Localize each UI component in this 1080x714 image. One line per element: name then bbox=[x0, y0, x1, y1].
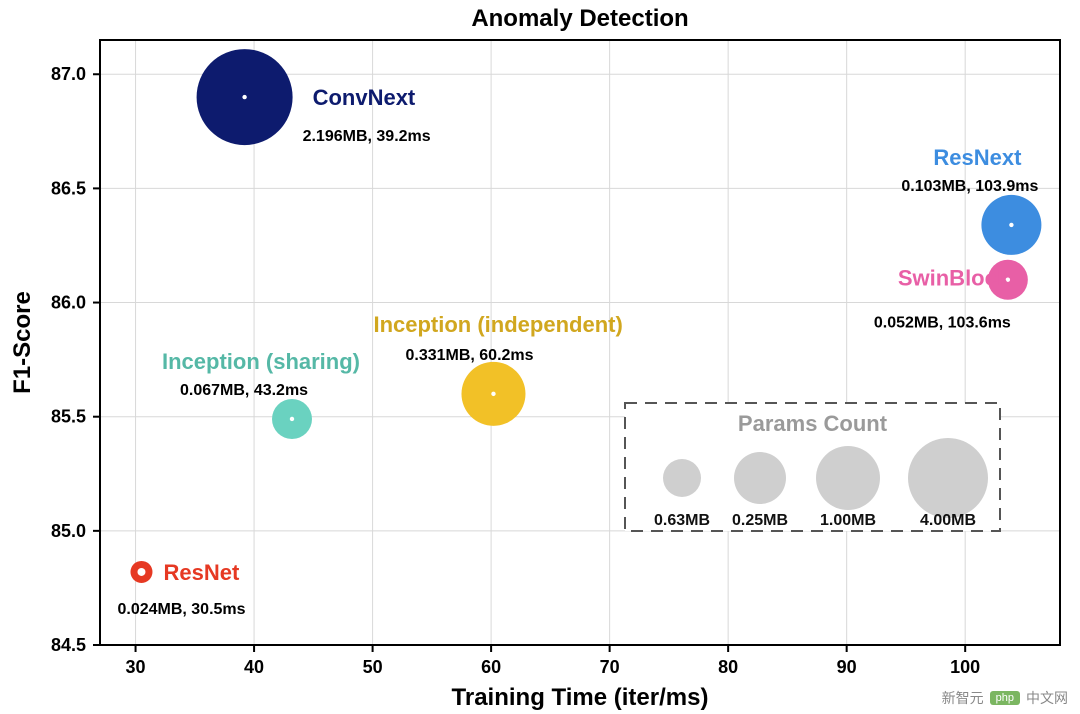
svg-text:100: 100 bbox=[950, 657, 980, 677]
svg-text:0.25MB: 0.25MB bbox=[732, 512, 788, 529]
point-swinblock: SwinBlock 0.052MB, 103.6ms bbox=[874, 260, 1028, 332]
svg-text:0.63MB: 0.63MB bbox=[654, 512, 710, 529]
svg-text:ResNet: ResNet bbox=[163, 560, 239, 585]
svg-text:Params Count: Params Count bbox=[738, 411, 888, 436]
svg-text:87.0: 87.0 bbox=[51, 64, 86, 84]
svg-text:0.067MB, 43.2ms: 0.067MB, 43.2ms bbox=[180, 382, 308, 399]
svg-text:30: 30 bbox=[126, 657, 146, 677]
svg-text:60: 60 bbox=[481, 657, 501, 677]
anomaly-detection-chart: 30 40 50 60 70 80 90 100 84.5 85.0 85.5 86.0 86.5 87.… bbox=[0, 0, 1080, 714]
svg-text:1.00MB: 1.00MB bbox=[820, 512, 876, 529]
svg-text:86.5: 86.5 bbox=[51, 178, 86, 198]
svg-text:0.331MB, 60.2ms: 0.331MB, 60.2ms bbox=[405, 347, 533, 364]
watermark-logo-text: 新智元 bbox=[942, 688, 984, 708]
svg-text:85.5: 85.5 bbox=[51, 407, 86, 427]
svg-text:70: 70 bbox=[600, 657, 620, 677]
point-convnext: ConvNext 2.196MB, 39.2ms bbox=[197, 49, 431, 145]
svg-text:2.196MB, 39.2ms: 2.196MB, 39.2ms bbox=[303, 128, 431, 145]
point-resnext: ResNext 0.103MB, 103.9ms bbox=[901, 145, 1041, 255]
point-inception-independent-: Inception (independent) 0.331MB, 60.2ms bbox=[373, 312, 622, 426]
point-inception-sharing-: Inception (sharing) 0.067MB, 43.2ms bbox=[162, 349, 360, 439]
point-resnet: ResNet 0.024MB, 30.5ms bbox=[117, 560, 245, 618]
svg-text:4.00MB: 4.00MB bbox=[920, 512, 976, 529]
watermark-site-text: 中文网 bbox=[1026, 688, 1068, 708]
svg-text:Anomaly Detection: Anomaly Detection bbox=[471, 5, 688, 32]
svg-text:ResNext: ResNext bbox=[933, 145, 1022, 170]
svg-text:86.0: 86.0 bbox=[51, 293, 86, 313]
chart-svg: 30 40 50 60 70 80 90 100 84.5 85.0 85.5 86.0 86.5 87.… bbox=[0, 0, 1080, 714]
svg-text:Inception (sharing): Inception (sharing) bbox=[162, 349, 360, 374]
svg-text:85.0: 85.0 bbox=[51, 521, 86, 541]
watermark: 新智元 php 中文网 bbox=[942, 688, 1068, 708]
svg-text:F1-Score: F1-Score bbox=[9, 291, 36, 394]
svg-text:0.052MB, 103.6ms: 0.052MB, 103.6ms bbox=[874, 315, 1011, 332]
svg-text:50: 50 bbox=[363, 657, 383, 677]
svg-text:Inception (independent): Inception (independent) bbox=[373, 312, 622, 337]
svg-text:Training Time (iter/ms): Training Time (iter/ms) bbox=[452, 684, 709, 711]
svg-text:SwinBlock: SwinBlock bbox=[898, 266, 1010, 291]
svg-text:40: 40 bbox=[244, 657, 264, 677]
svg-text:84.5: 84.5 bbox=[51, 635, 86, 655]
svg-text:0.103MB, 103.9ms: 0.103MB, 103.9ms bbox=[901, 178, 1038, 195]
svg-text:80: 80 bbox=[718, 657, 738, 677]
svg-text:ConvNext: ConvNext bbox=[313, 85, 416, 110]
svg-text:90: 90 bbox=[837, 657, 857, 677]
watermark-php-badge: php bbox=[990, 691, 1020, 705]
svg-text:0.024MB, 30.5ms: 0.024MB, 30.5ms bbox=[117, 601, 245, 618]
